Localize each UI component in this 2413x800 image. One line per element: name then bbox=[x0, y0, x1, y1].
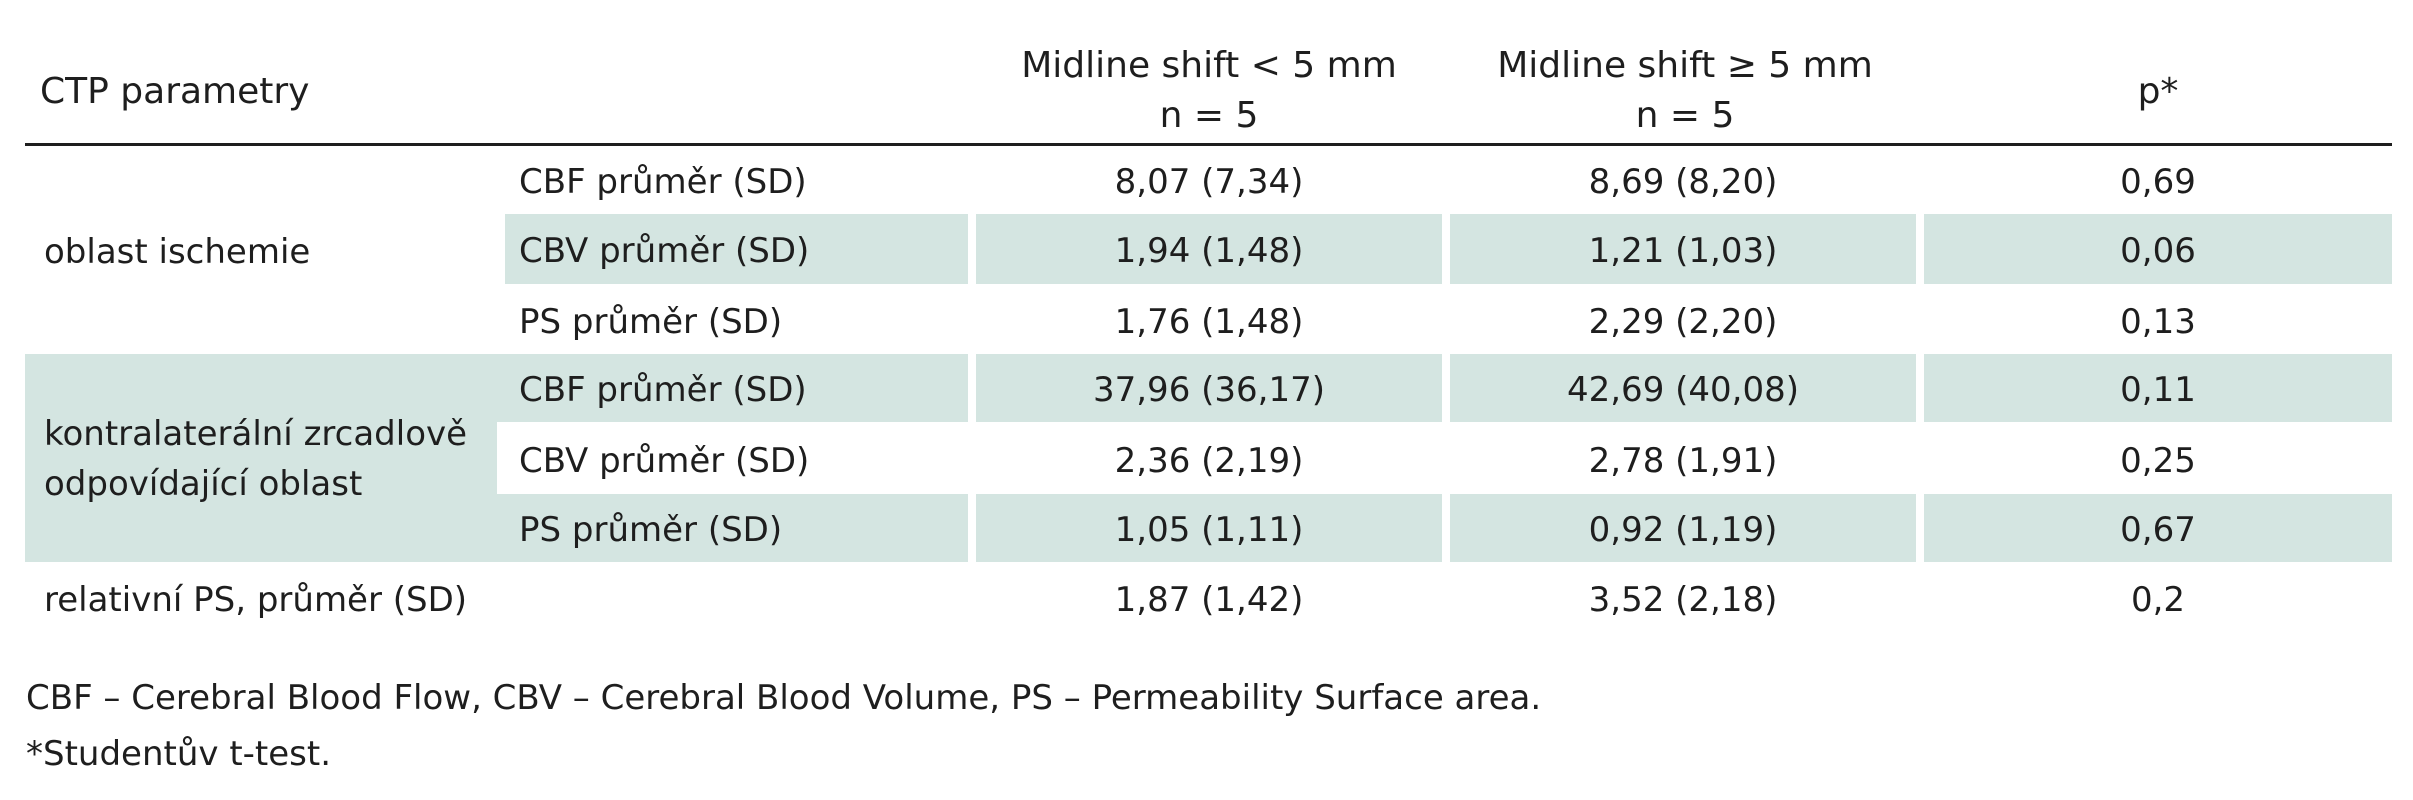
group2-label-line1: kontralaterální zrcadlově bbox=[44, 414, 468, 454]
shade-r4-v2 bbox=[1450, 354, 1916, 422]
r4-v2: 42,69 (40,08) bbox=[1566, 370, 1799, 410]
r2-v1: 1,94 (1,48) bbox=[1114, 231, 1304, 271]
footnote-abbreviations: CBF – Cerebral Blood Flow, CBV – Cerebra… bbox=[26, 678, 1542, 718]
shade-r2-v2 bbox=[1450, 214, 1916, 284]
r2-p: 0,06 bbox=[2120, 231, 2196, 271]
header-col2-title: Midline shift ≥ 5 mm bbox=[1497, 45, 1873, 86]
r1-v1: 8,07 (7,34) bbox=[1114, 162, 1304, 202]
shade-r4-p bbox=[1924, 354, 2392, 422]
r2-metric: CBV průměr (SD) bbox=[519, 231, 810, 271]
r5-metric: CBV průměr (SD) bbox=[519, 441, 810, 481]
shade-r4-metric bbox=[497, 354, 968, 422]
header-col2-n: n = 5 bbox=[1635, 95, 1735, 136]
shade-r6-metric bbox=[497, 494, 968, 562]
last-row-p: 0,2 bbox=[2130, 580, 2186, 620]
r2-v2: 1,21 (1,03) bbox=[1588, 231, 1778, 271]
r3-v1: 1,76 (1,48) bbox=[1114, 302, 1304, 342]
r5-v1: 2,36 (2,19) bbox=[1114, 441, 1304, 481]
shade-r6-v1 bbox=[976, 494, 1442, 562]
r1-metric: CBF průměr (SD) bbox=[519, 162, 807, 202]
r3-p: 0,13 bbox=[2120, 302, 2196, 342]
header-param: CTP parametry bbox=[40, 71, 310, 112]
r3-v2: 2,29 (2,20) bbox=[1588, 302, 1778, 342]
r5-v2: 2,78 (1,91) bbox=[1588, 441, 1778, 481]
r6-v1: 1,05 (1,11) bbox=[1114, 510, 1304, 550]
header-col1-n: n = 5 bbox=[1159, 95, 1259, 136]
last-row-label: relativní PS, průměr (SD) bbox=[44, 580, 468, 620]
r6-p: 0,67 bbox=[2120, 510, 2196, 550]
shade-r2-p bbox=[1924, 214, 2392, 284]
r4-metric: CBF průměr (SD) bbox=[519, 370, 807, 410]
r6-metric: PS průměr (SD) bbox=[519, 510, 783, 550]
r1-p: 0,69 bbox=[2120, 162, 2196, 202]
footnote-test: *Studentův t-test. bbox=[26, 734, 332, 774]
shade-r6-v2 bbox=[1450, 494, 1916, 562]
shade-group2-label bbox=[25, 354, 497, 562]
r6-v2: 0,92 (1,19) bbox=[1588, 510, 1778, 550]
shade-r2-v1 bbox=[976, 214, 1442, 284]
r3-metric: PS průměr (SD) bbox=[519, 302, 783, 342]
last-row-v1: 1,87 (1,42) bbox=[1114, 580, 1304, 620]
last-row-v2: 3,52 (2,18) bbox=[1588, 580, 1778, 620]
header-p: p* bbox=[2137, 71, 2179, 112]
header-col1-title: Midline shift < 5 mm bbox=[1021, 45, 1397, 86]
r1-v2: 8,69 (8,20) bbox=[1588, 162, 1778, 202]
group2-label-line2: odpovídající oblast bbox=[44, 464, 363, 504]
shade-r2-metric bbox=[505, 214, 968, 284]
r5-p: 0,25 bbox=[2120, 441, 2196, 481]
group1-label: oblast ischemie bbox=[44, 232, 311, 272]
shade-r6-p bbox=[1924, 494, 2392, 562]
r4-v1: 37,96 (36,17) bbox=[1092, 370, 1325, 410]
shade-r4-v1 bbox=[976, 354, 1442, 422]
r4-p: 0,11 bbox=[2120, 370, 2196, 410]
header-rule bbox=[25, 143, 2392, 146]
